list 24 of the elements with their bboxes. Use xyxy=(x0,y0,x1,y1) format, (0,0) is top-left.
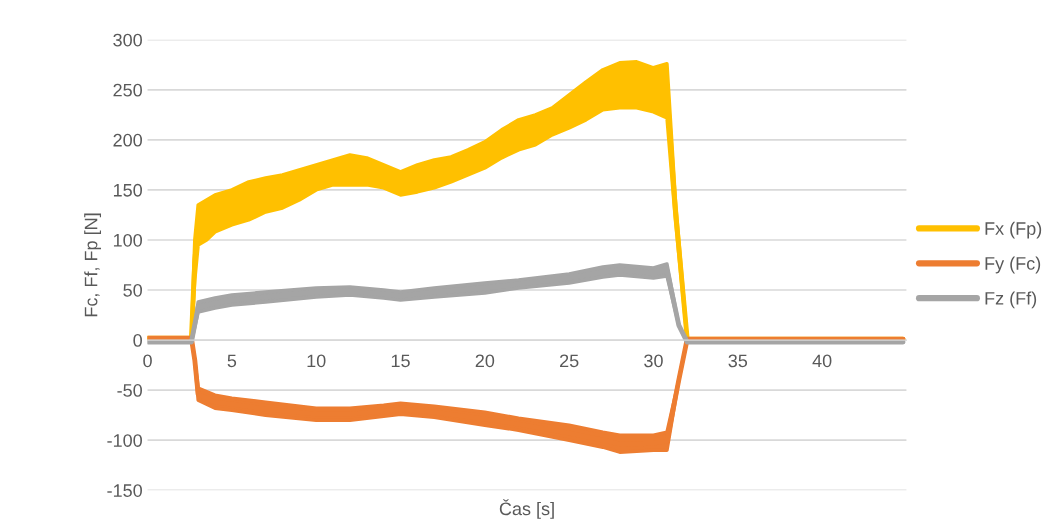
x-tick-label: 40 xyxy=(812,354,832,368)
y-tick-label: 150 xyxy=(113,183,142,197)
legend-label: Fy (Fc) xyxy=(985,256,1041,274)
x-axis-title: Čas [s] xyxy=(499,499,554,519)
y-tick-label: -150 xyxy=(107,484,142,497)
y-tick-label: -100 xyxy=(107,434,142,447)
y-axis-title: Fc, Ff, Fp [N] xyxy=(84,213,102,317)
y-tick-label: -50 xyxy=(117,384,142,397)
legend-label: Fx (Fp) xyxy=(985,221,1042,239)
x-tick-label: 15 xyxy=(391,354,410,368)
x-tick-label: 20 xyxy=(475,354,495,368)
legend-label: Fz (Ff) xyxy=(985,291,1037,309)
x-tick-label: 10 xyxy=(307,354,326,368)
y-tick-label: 50 xyxy=(123,283,142,297)
y-tick-label: 200 xyxy=(113,133,142,147)
y-tick-label: 300 xyxy=(113,33,142,47)
x-tick-label: 0 xyxy=(143,354,152,368)
x-tick-label: 5 xyxy=(227,354,237,368)
y-tick-label: 250 xyxy=(113,83,142,97)
x-tick-label: 30 xyxy=(644,354,663,368)
x-tick-label: 25 xyxy=(560,354,579,368)
y-tick-label: 0 xyxy=(133,334,142,347)
y-tick-label: 100 xyxy=(113,233,142,247)
x-tick-label: 35 xyxy=(728,354,748,368)
